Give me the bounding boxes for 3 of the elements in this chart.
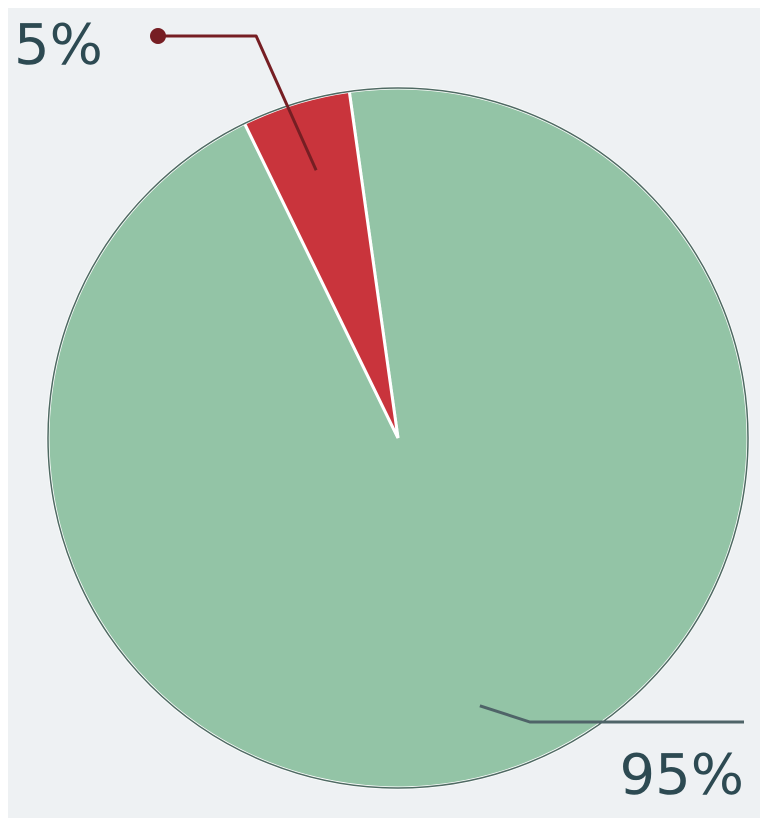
data-label: 5% [14, 13, 103, 78]
data-label: 95% [620, 743, 744, 808]
pie-slice [243, 90, 400, 440]
